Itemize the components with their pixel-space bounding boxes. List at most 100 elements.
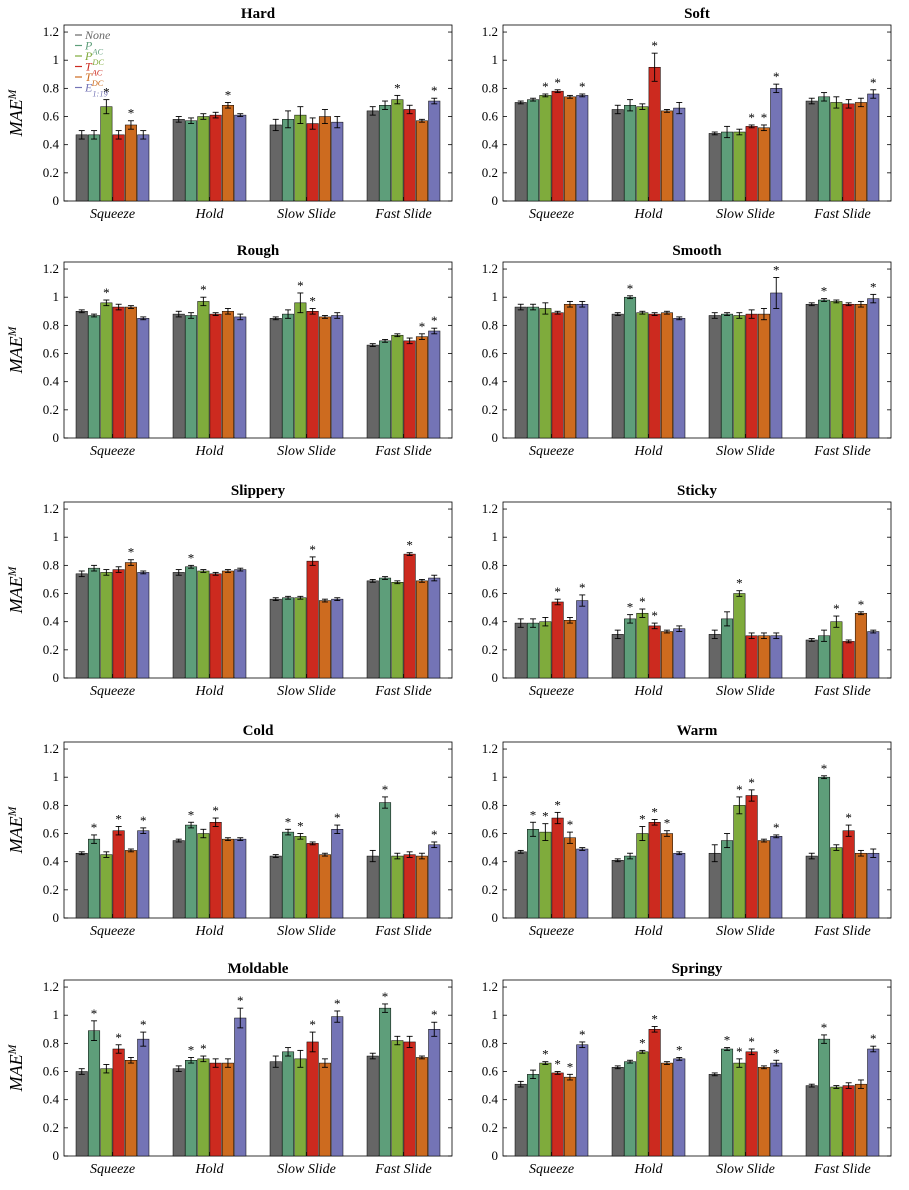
xtick-label: Squeeze xyxy=(529,1162,574,1177)
bar-t-dc xyxy=(318,854,331,919)
xtick-label: Slow Slide xyxy=(277,1162,336,1177)
ytick-label: 0 xyxy=(53,670,60,685)
xtick-label: Squeeze xyxy=(90,924,135,939)
bar-p-ac xyxy=(624,296,637,439)
bar-p-ac xyxy=(88,838,101,919)
bar-e-1-19 xyxy=(576,848,589,919)
bar-p-ac xyxy=(818,635,831,679)
significance-star: * xyxy=(870,279,877,294)
significance-star: * xyxy=(530,807,537,822)
ytick-label: 1.2 xyxy=(482,501,498,516)
bar-p-ac xyxy=(527,622,540,679)
ytick-label: 0 xyxy=(53,1148,60,1163)
bar-none xyxy=(805,303,818,439)
xtick-label: Fast Slide xyxy=(813,207,870,222)
significance-star: * xyxy=(382,782,389,797)
bar-t-dc xyxy=(660,631,673,679)
ytick-label: 0.4 xyxy=(482,614,499,629)
axes-frame xyxy=(502,261,892,439)
bar-e-1-19 xyxy=(428,844,441,919)
significance-star: * xyxy=(651,608,658,623)
ytick-label: 1.2 xyxy=(43,501,59,516)
bar-p-dc xyxy=(539,95,552,202)
bar-p-dc xyxy=(197,833,210,919)
bar-p-dc xyxy=(100,302,113,439)
ytick-label: 1 xyxy=(492,529,499,544)
bar-e-1-19 xyxy=(331,1016,344,1157)
ytick-label: 0.8 xyxy=(43,557,59,572)
ytick-label: 1.2 xyxy=(43,979,59,994)
bar-e-1-19 xyxy=(234,838,247,919)
significance-star: * xyxy=(748,1034,755,1049)
bar-t-dc xyxy=(660,1062,673,1157)
bar-e-1-19 xyxy=(770,1062,783,1157)
significance-star: * xyxy=(200,282,207,297)
bar-none xyxy=(269,124,282,202)
xtick-label: Slow Slide xyxy=(277,924,336,939)
xtick-label: Fast Slide xyxy=(813,1162,870,1177)
bar-none xyxy=(611,313,624,439)
bar-t-dc xyxy=(757,840,770,919)
bar-t-dc xyxy=(563,96,576,202)
bar-t-ac xyxy=(551,601,564,679)
legend-label-sub: AC xyxy=(91,68,103,77)
significance-star: * xyxy=(91,820,98,835)
bar-e-1-19 xyxy=(576,1044,589,1157)
bar-e-1-19 xyxy=(137,318,150,439)
xtick-label: Hold xyxy=(195,207,225,222)
ylabel-sup: M xyxy=(6,1043,19,1055)
bar-e-1-19 xyxy=(770,88,783,202)
bar-t-dc xyxy=(124,562,137,679)
ytick-label: 0.4 xyxy=(482,854,499,869)
bar-t-ac xyxy=(112,306,125,439)
bar-p-dc xyxy=(100,1068,113,1157)
bar-e-1-19 xyxy=(867,298,880,439)
significance-star: * xyxy=(567,817,574,832)
bar-t-dc xyxy=(854,102,867,202)
bar-none xyxy=(805,855,818,919)
bar-e-1-19 xyxy=(867,1048,880,1157)
bar-t-dc xyxy=(124,850,137,919)
bar-p-dc xyxy=(100,854,113,919)
bar-t-ac xyxy=(551,90,564,202)
bar-none xyxy=(366,855,379,919)
ytick-label: 1 xyxy=(492,1007,499,1022)
bar-p-dc xyxy=(830,102,843,202)
xtick-label: Fast Slide xyxy=(374,444,431,459)
bar-t-ac xyxy=(745,1051,758,1157)
bar-t-ac xyxy=(403,340,416,439)
ylabel-group: MAEM xyxy=(6,1043,27,1092)
bar-t-dc xyxy=(124,1060,137,1157)
bar-none xyxy=(75,134,88,202)
ylabel: MAEM xyxy=(6,88,27,137)
significance-star: * xyxy=(761,110,768,125)
bar-p-ac xyxy=(282,119,295,202)
bar-none xyxy=(708,1074,721,1157)
panel-hard: Hard 0 0.2 0.4 0.6 0.8 1 1.2 MAEM Squeeze * * Hold * S… xyxy=(6,6,453,222)
significance-star: * xyxy=(431,827,438,842)
axes-frame xyxy=(63,261,453,439)
bar-p-dc xyxy=(294,114,307,202)
significance-star: * xyxy=(406,538,413,553)
xtick-label: Slow Slide xyxy=(716,684,775,699)
bar-t-dc xyxy=(415,855,428,919)
panel-title: Springy xyxy=(672,961,723,977)
bar-p-dc xyxy=(294,1058,307,1157)
ytick-label: 0 xyxy=(53,910,60,925)
bar-p-dc xyxy=(391,582,404,679)
significance-star: * xyxy=(103,285,110,300)
xtick-label: Squeeze xyxy=(529,207,574,222)
bar-p-ac xyxy=(88,134,101,202)
bar-t-ac xyxy=(403,553,416,679)
ytick-label: 0 xyxy=(53,430,60,445)
significance-star: * xyxy=(579,580,586,595)
significance-star: * xyxy=(200,1041,207,1056)
significance-star: * xyxy=(115,1030,122,1045)
panel-cold: Cold 0 0.2 0.4 0.6 0.8 1 1.2 MAEM Squeeze * * * Hold *… xyxy=(6,723,453,939)
bar-none xyxy=(708,852,721,919)
bar-e-1-19 xyxy=(234,1017,247,1157)
bar-p-ac xyxy=(818,96,831,202)
significance-star: * xyxy=(773,262,780,277)
ytick-label: 0.4 xyxy=(43,374,60,389)
